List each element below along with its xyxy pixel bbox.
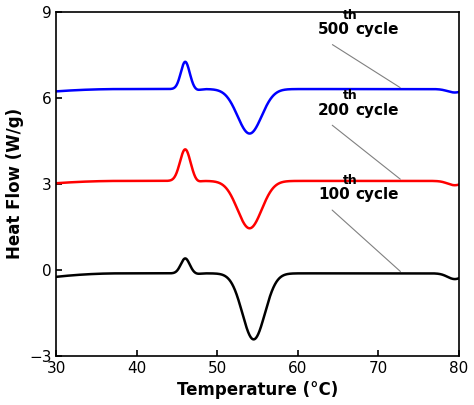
Text: 500: 500 (318, 22, 350, 37)
Text: th: th (343, 9, 358, 21)
Text: 200: 200 (318, 103, 350, 118)
Text: th: th (343, 174, 358, 187)
Y-axis label: Heat Flow (W/g): Heat Flow (W/g) (6, 108, 24, 259)
X-axis label: Temperature (°C): Temperature (°C) (177, 382, 338, 399)
Text: cycle: cycle (356, 188, 399, 202)
Text: cycle: cycle (356, 22, 399, 37)
Text: cycle: cycle (356, 103, 399, 118)
Text: 100: 100 (318, 188, 350, 202)
Text: th: th (343, 89, 358, 102)
